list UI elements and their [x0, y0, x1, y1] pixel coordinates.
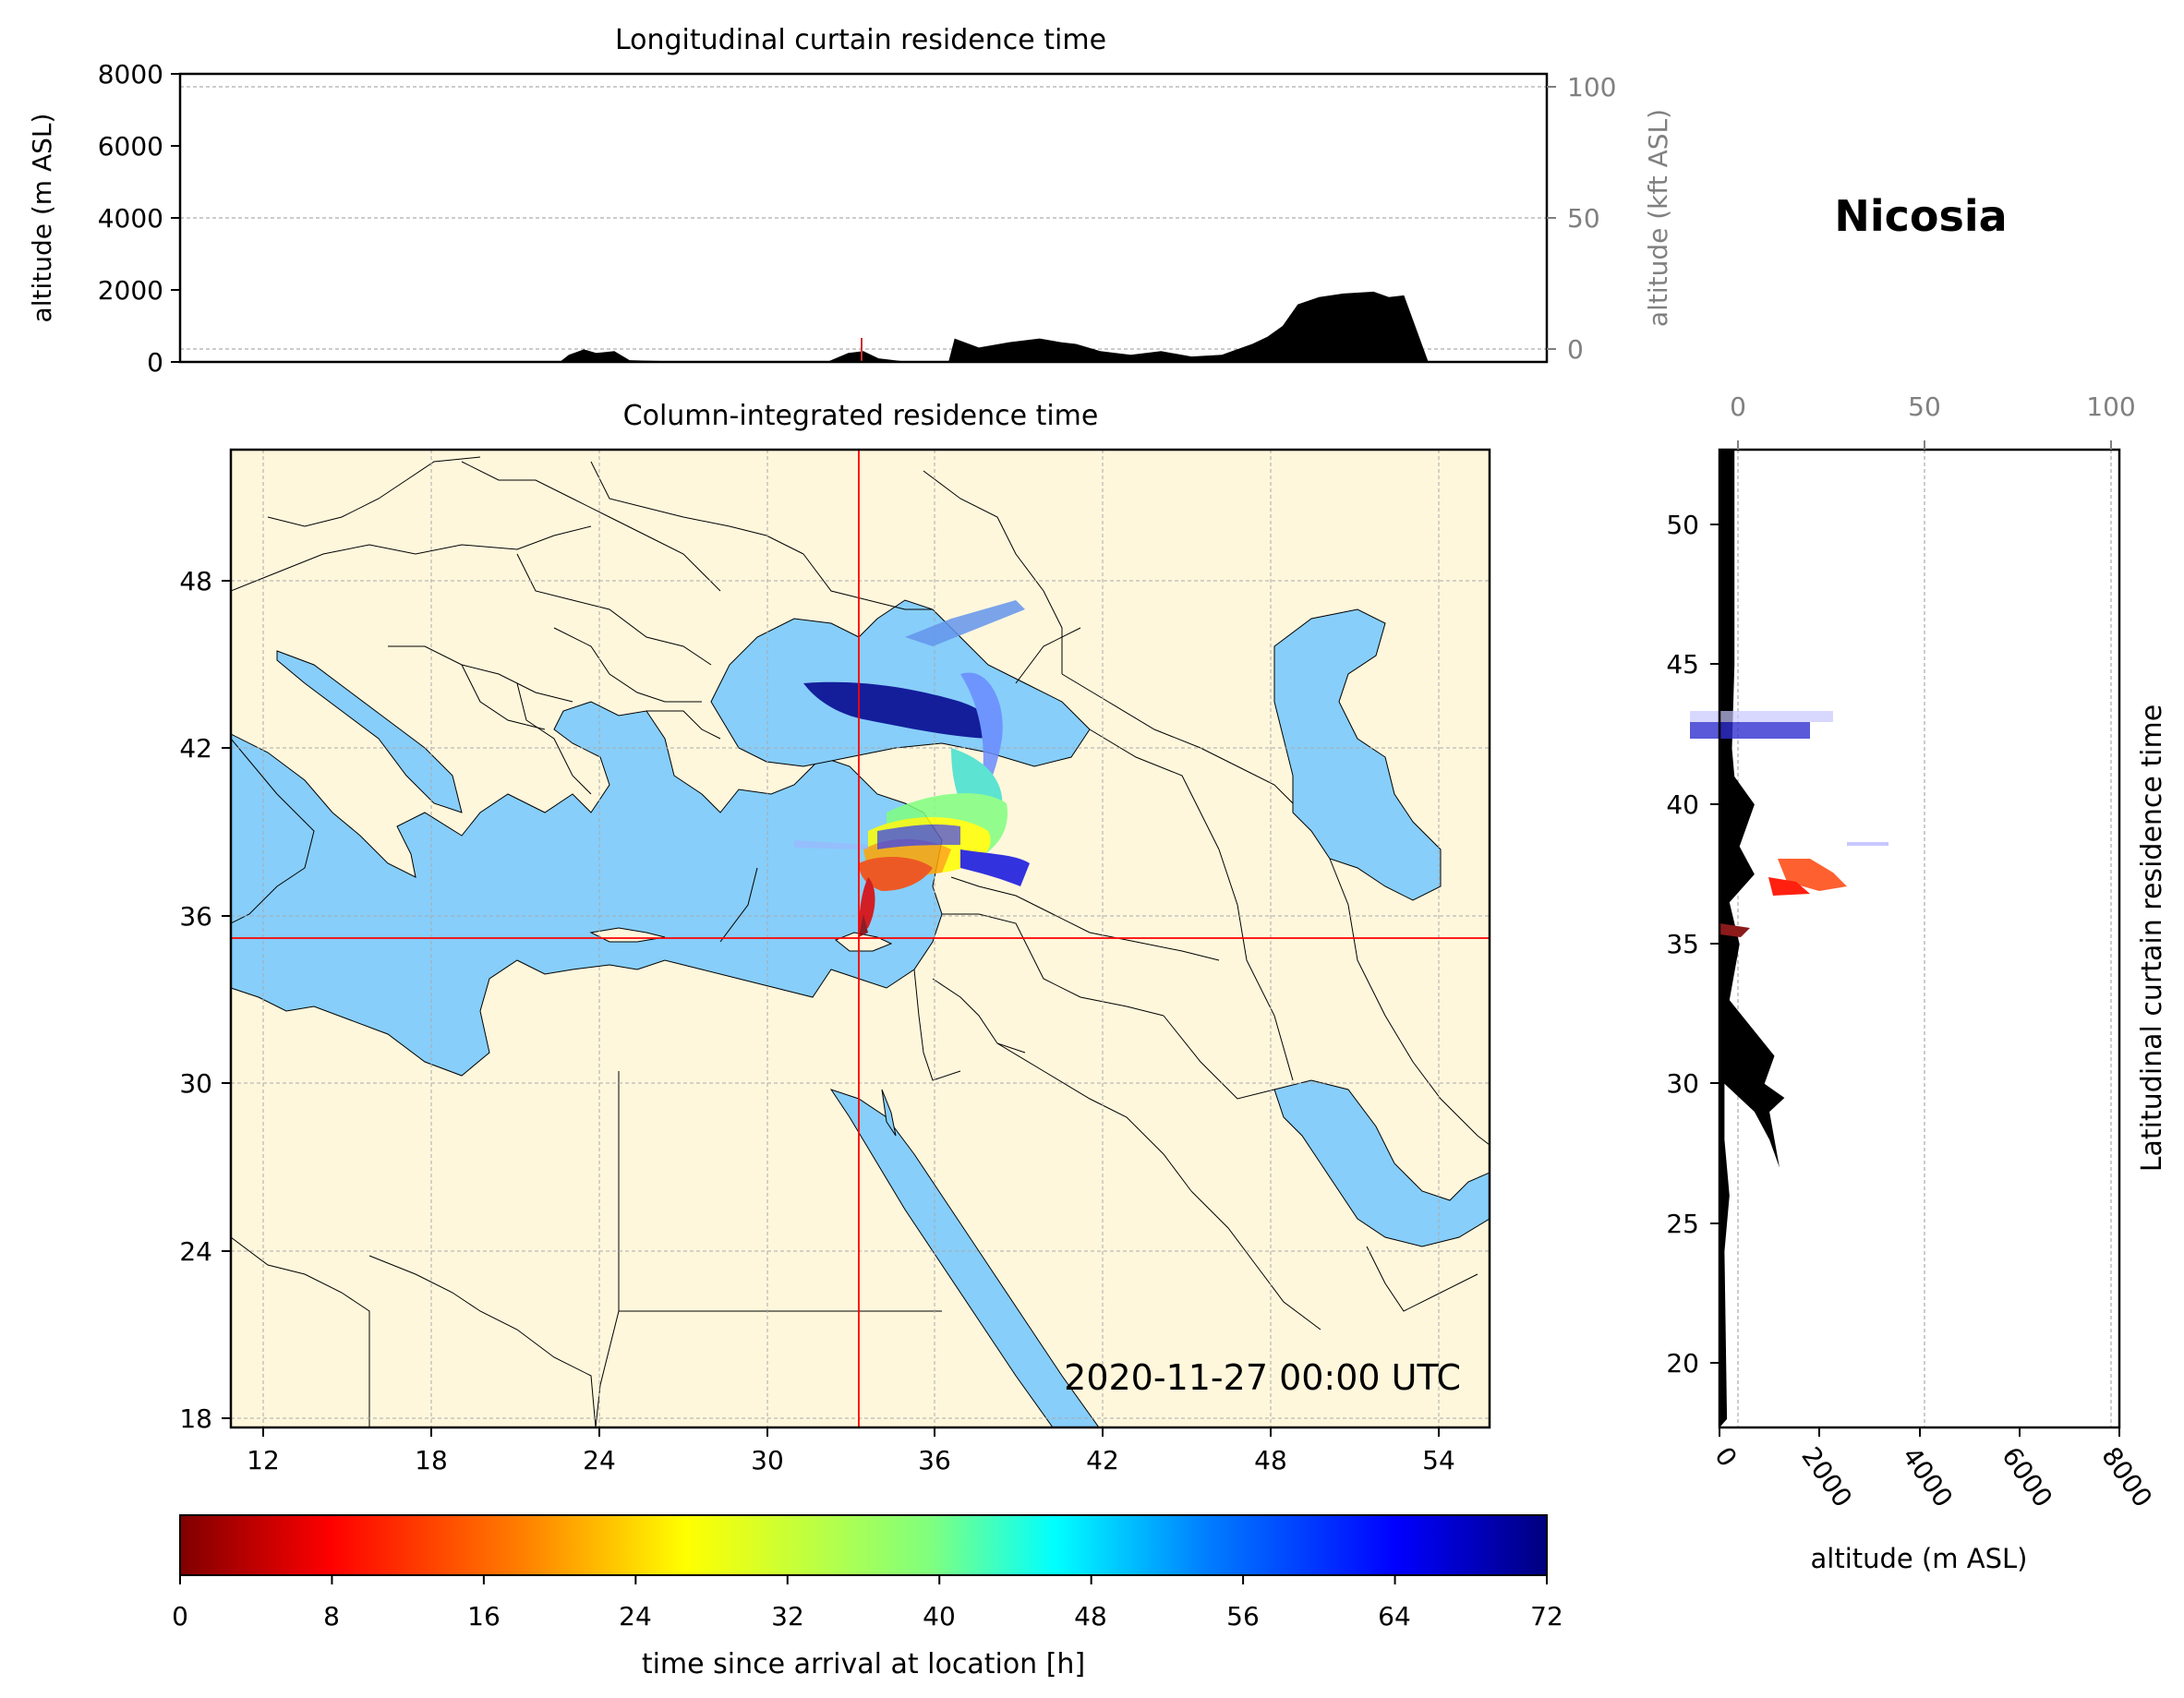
- longitudinal-curtain-panel: Longitudinal curtain residence time 0 20…: [27, 24, 1673, 378]
- lon-tick-36: 36: [918, 1445, 951, 1475]
- cyprus-island: [835, 932, 893, 952]
- right-lat-tick-50: 50: [1666, 510, 1699, 540]
- top-ytick-2000: 2000: [98, 275, 163, 306]
- lat-tick-18: 18: [179, 1403, 212, 1434]
- map-gridlines: [231, 450, 1490, 1427]
- map-frame: [229, 448, 1491, 1429]
- colorbar-tick-16: 16: [467, 1601, 501, 1632]
- right-top-tick-100: 100: [2086, 391, 2135, 422]
- colorbar-tick-64: 64: [1378, 1601, 1411, 1632]
- colorbar-ticks: [179, 1575, 1548, 1584]
- tyrrhenian-sea: [231, 738, 315, 924]
- right-panel-title: Latitudinal curtain residence time: [2136, 704, 2168, 1172]
- top-rtick-0: 0: [1567, 334, 1584, 365]
- right-panel-gridlines: [1737, 450, 2112, 1427]
- right-terrain-area: [1719, 450, 1785, 1427]
- right-lat-tick-20: 20: [1666, 1348, 1699, 1379]
- mediterranean-sea: [231, 701, 943, 1077]
- right-top-tick-50: 50: [1908, 391, 1941, 422]
- right-top-tick-0: 0: [1730, 391, 1746, 422]
- colorbar-tick-0: 0: [172, 1601, 188, 1632]
- map-panel: Column-integrated residence time: [179, 400, 1491, 1475]
- colorbar-tick-56: 56: [1226, 1601, 1260, 1632]
- colorbar-tick-8: 8: [323, 1601, 340, 1632]
- location-crosshair: [231, 450, 1490, 1427]
- right-lat-tick-35: 35: [1666, 929, 1699, 959]
- right-lat-tick-30: 30: [1666, 1068, 1699, 1099]
- top-ytick-6000: 6000: [98, 131, 163, 162]
- colorbar-tick-48: 48: [1074, 1601, 1107, 1632]
- trajectory-plume: [794, 600, 1030, 937]
- adriatic-sea: [276, 650, 463, 813]
- lat-tick-30: 30: [179, 1068, 212, 1099]
- lon-tick-48: 48: [1254, 1445, 1287, 1475]
- top-ylabel-left: altitude (m ASL): [27, 114, 57, 323]
- lon-tick-12: 12: [247, 1445, 280, 1475]
- lon-tick-42: 42: [1086, 1445, 1119, 1475]
- lon-tick-24: 24: [583, 1445, 616, 1475]
- colorbar-tick-72: 72: [1530, 1601, 1563, 1632]
- persian-gulf: [1273, 1079, 1490, 1247]
- top-ytick-8000: 8000: [98, 59, 163, 90]
- top-ylabel-right: altitude (kft ASL): [1643, 109, 1673, 327]
- right-lat-tick-25: 25: [1666, 1209, 1699, 1239]
- right-panel-background: [1719, 450, 2119, 1427]
- lat-tick-42: 42: [179, 733, 212, 764]
- lon-tick-54: 54: [1422, 1445, 1455, 1475]
- colorbar: 0 8 16 24 32 40 48 56 64 72 time since a…: [172, 1514, 1563, 1680]
- right-alt-tick-0: 0: [1708, 1441, 1743, 1473]
- red-sea: [829, 1089, 1100, 1427]
- colorbar-label: time since arrival at location [h]: [642, 1648, 1085, 1680]
- right-panel-xlabel: altitude (m ASL): [1811, 1543, 2028, 1574]
- right-alt-tick-8000: 8000: [2095, 1441, 2158, 1512]
- map-panel-title: Column-integrated residence time: [623, 400, 1099, 432]
- caspian-sea: [1273, 608, 1442, 901]
- right-alt-tick-4000: 4000: [1896, 1441, 1959, 1512]
- lon-tick-18: 18: [415, 1445, 448, 1475]
- colorbar-gradient: [179, 1514, 1548, 1576]
- right-alt-tick-2000: 2000: [1795, 1441, 1858, 1512]
- latitudinal-curtain-panel: 0 50 100 20 25 30 35 40 45 50: [1666, 391, 2168, 1574]
- lat-tick-48: 48: [179, 566, 212, 596]
- top-terrain-area: [180, 291, 1429, 362]
- top-ytick-0: 0: [147, 347, 163, 378]
- lat-tick-36: 36: [179, 901, 212, 932]
- colorbar-tick-40: 40: [923, 1601, 956, 1632]
- colorbar-tick-32: 32: [771, 1601, 804, 1632]
- right-lat-tick-40: 40: [1666, 789, 1699, 820]
- right-alt-tick-6000: 6000: [1996, 1441, 2058, 1512]
- colorbar-tick-24: 24: [619, 1601, 652, 1632]
- location-title: Nicosia: [1834, 191, 2007, 241]
- lat-tick-24: 24: [179, 1236, 212, 1267]
- map-area: 2020-11-27 00:00 UTC: [231, 450, 1490, 1427]
- top-panel-title: Longitudinal curtain residence time: [615, 24, 1106, 56]
- top-rtick-50: 50: [1567, 203, 1600, 234]
- gulf-of-aqaba: [881, 1089, 897, 1137]
- country-borders: [231, 456, 1490, 1427]
- right-lat-tick-45: 45: [1666, 649, 1699, 680]
- lon-tick-30: 30: [751, 1445, 784, 1475]
- top-ytick-4000: 4000: [98, 203, 163, 234]
- top-rtick-100: 100: [1567, 72, 1616, 102]
- timestamp-label: 2020-11-27 00:00 UTC: [1064, 1357, 1461, 1398]
